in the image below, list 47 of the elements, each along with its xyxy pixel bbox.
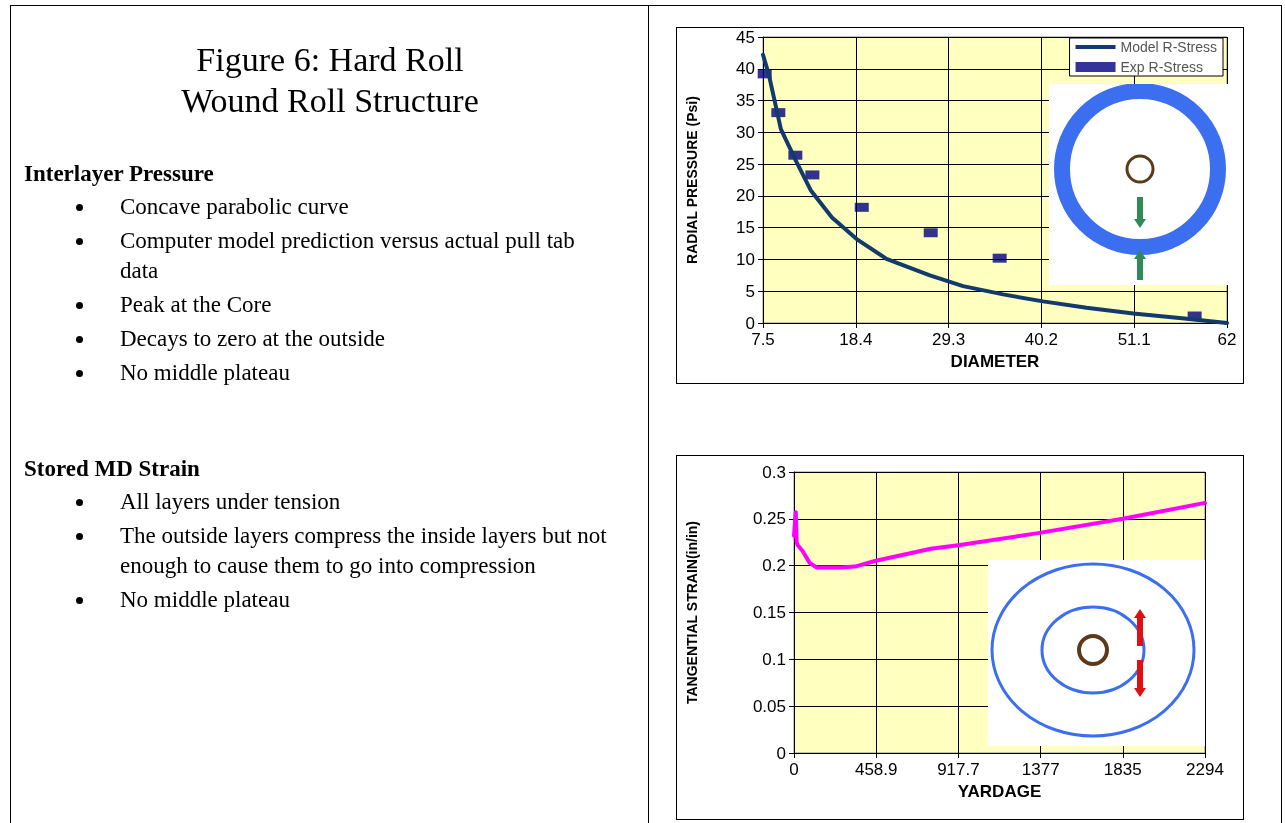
x-tick-label: 917.7 (937, 760, 980, 779)
text: No middle plateau (120, 585, 291, 614)
x-tick-label: 2294 (1186, 760, 1224, 779)
y-tick-label: 45 (736, 27, 755, 47)
text: Computer model prediction versus actual pull tab data (120, 226, 576, 285)
x-tick-label: 1377 (1021, 760, 1060, 779)
x-tick-label: 40.2 (1024, 330, 1058, 349)
x-tick-label: 18.4 (839, 330, 873, 349)
y-tick-label: 0.3 (762, 462, 786, 482)
y-tick-label: 0.2 (762, 556, 786, 576)
legend-label: Exp R-Stress (1120, 59, 1203, 75)
x-tick-label: 29.3 (932, 330, 966, 349)
x-tick-label: 7.5 (751, 330, 775, 349)
text: Concave parabolic curve (120, 192, 350, 221)
x-tick-label: 1835 (1103, 760, 1142, 779)
y-tick-label: 10 (736, 249, 755, 269)
y-tick-label: 35 (736, 91, 755, 111)
y-axis-title: RADIAL PRESSURE (Psi) (684, 96, 700, 264)
x-tick-label: 0 (789, 760, 799, 779)
y-tick-label: 20 (736, 186, 755, 206)
text: Decays to zero at the outside (120, 324, 387, 353)
text: Stored MD Strain (24, 455, 201, 483)
x-tick-label: 51.1 (1117, 330, 1151, 349)
text: Peak at the Core (120, 290, 273, 319)
y-tick-label: 0 (745, 313, 755, 333)
y-tick-label: 0.15 (752, 603, 786, 622)
text: No middle plateau (120, 358, 291, 387)
y-tick-label: 0.1 (762, 649, 786, 669)
y-tick-label: 0 (776, 743, 786, 763)
text: The outside layers compress the inside layers but not enough to cause them to go into compression (120, 521, 608, 580)
x-tick-label: 458.9 (854, 760, 898, 779)
x-axis-title: DIAMETER (950, 351, 1040, 371)
x-axis-title: YARDAGE (957, 781, 1042, 801)
y-tick-label: 5 (745, 281, 755, 301)
y-tick-label: 40 (736, 59, 755, 79)
legend-label: Model R-Stress (1120, 39, 1217, 55)
y-tick-label: 0.05 (752, 696, 786, 716)
y-tick-label: 25 (736, 154, 755, 174)
text: Interlayer Pressure (24, 160, 215, 188)
y-tick-label: 0.25 (752, 509, 786, 529)
text: All layers under tension (120, 487, 342, 516)
y-axis-title: TANGENTIAL STRAIN(in/in) (684, 520, 700, 705)
x-tick-label: 62 (1217, 330, 1237, 349)
y-tick-label: 15 (736, 218, 755, 238)
text: Figure 6: Hard Roll Wound Roll Structure (180, 40, 480, 121)
line-series (792, 500, 1207, 570)
y-tick-label: 30 (736, 122, 755, 142)
